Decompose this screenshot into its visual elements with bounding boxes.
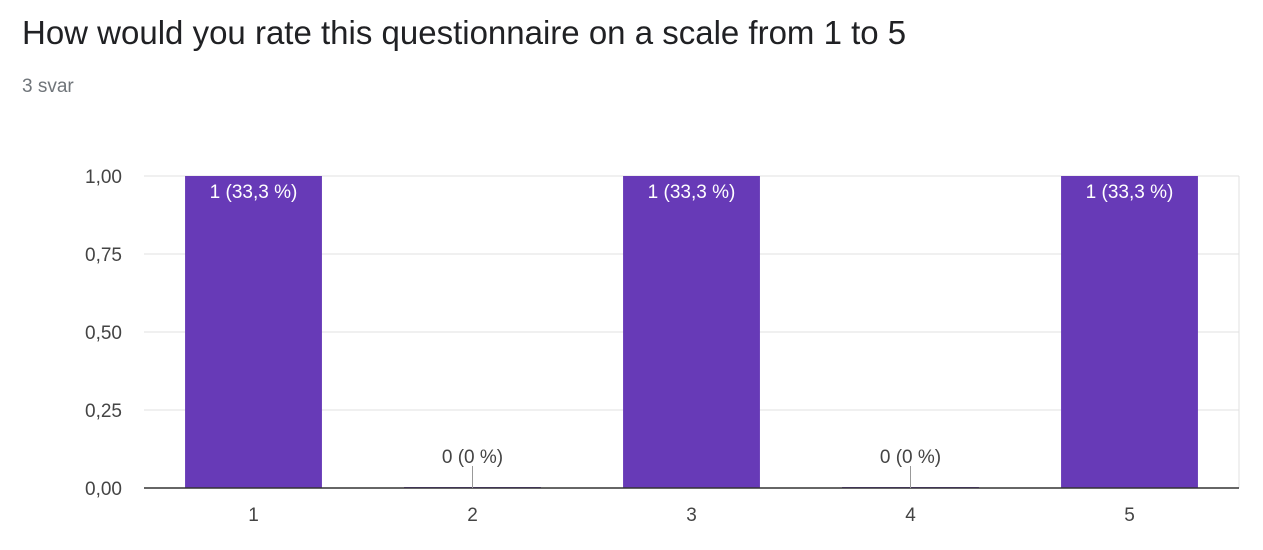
y-tick-label: 0,25 <box>85 401 122 422</box>
data-label: 0 (0 %) <box>880 447 941 468</box>
question-title: How would you rate this questionnaire on… <box>22 14 907 51</box>
x-tick-label: 2 <box>467 505 478 526</box>
x-tick-label: 5 <box>1124 505 1135 526</box>
y-tick-label: 0,50 <box>85 323 122 344</box>
data-label: 1 (33,3 %) <box>648 182 736 203</box>
x-tick-label: 3 <box>686 505 697 526</box>
bar <box>185 176 322 488</box>
x-tick-label: 4 <box>905 505 916 526</box>
y-tick-label: 0,00 <box>85 479 122 500</box>
bar <box>623 176 760 488</box>
data-label: 1 (33,3 %) <box>1086 182 1174 203</box>
bar <box>1061 176 1198 488</box>
data-labels: 1 (33,3 %) 0 (0 %) 1 (33,3 %) 0 (0 %) 1 (33,… <box>210 182 1174 488</box>
data-label: 1 (33,3 %) <box>210 182 298 203</box>
response-count: 3 svar <box>22 76 74 97</box>
y-axis-tick-labels: 0,00 0,25 0,50 0,75 1,00 <box>85 167 122 500</box>
data-label: 0 (0 %) <box>442 447 503 468</box>
x-axis-tick-labels: 1 2 3 4 5 <box>248 505 1135 526</box>
y-tick-label: 0,75 <box>85 245 122 266</box>
bars <box>185 176 1198 488</box>
y-tick-label: 1,00 <box>85 167 122 188</box>
x-tick-label: 1 <box>248 505 259 526</box>
